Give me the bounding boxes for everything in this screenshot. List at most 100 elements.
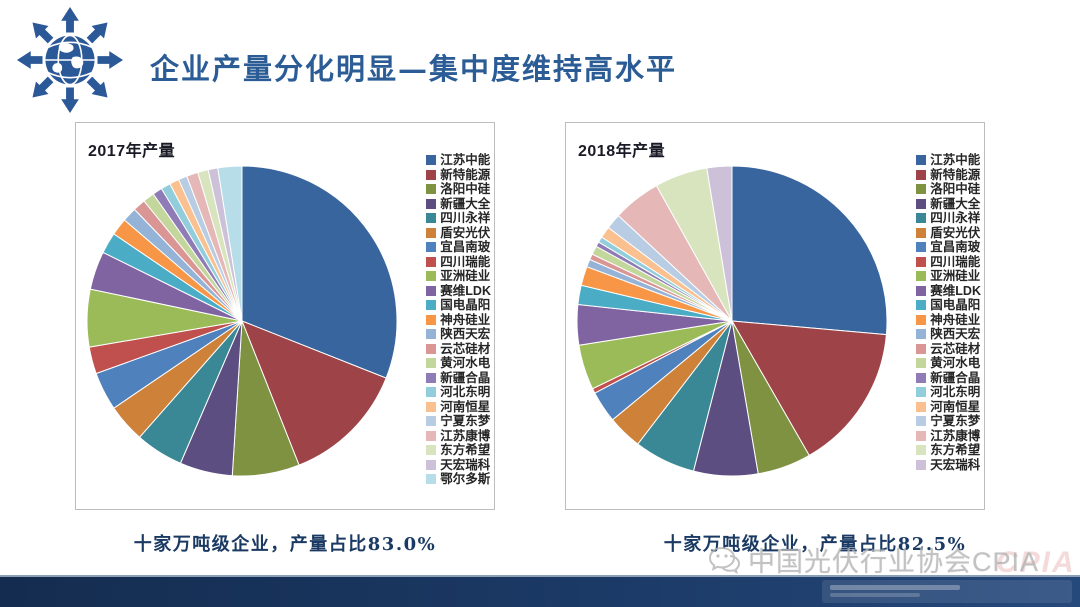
legend-item: 四川永祥 <box>426 211 491 226</box>
legend-label: 宜昌南玻 <box>440 240 491 254</box>
legend-swatch <box>426 314 437 325</box>
legend-item: 洛阳中硅 <box>426 182 491 197</box>
legend-swatch <box>426 401 437 412</box>
footer-watermark-logo <box>822 580 1072 603</box>
legend-swatch <box>916 445 927 456</box>
legend-swatch <box>916 343 927 354</box>
legend-swatch <box>916 372 927 383</box>
legend-swatch <box>916 271 927 282</box>
legend-item: 四川瑞能 <box>916 255 981 270</box>
legend-label: 新特能源 <box>930 167 981 182</box>
legend-item: 江苏康博 <box>426 429 491 444</box>
legend-swatch <box>426 285 437 296</box>
legend-label: 江苏康博 <box>930 428 981 443</box>
legend-label: 东方希望 <box>930 443 981 457</box>
legend-item: 河北东明 <box>426 385 491 400</box>
legend-swatch <box>916 430 927 441</box>
legend-label: 陕西天宏 <box>930 327 981 341</box>
legend-label: 宜昌南玻 <box>930 240 981 254</box>
footer-logo-line <box>830 593 920 597</box>
legend-swatch <box>426 169 437 180</box>
legend-item: 洛阳中硅 <box>916 182 981 197</box>
legend-label: 江苏康博 <box>440 428 491 443</box>
legend-item: 新疆大全 <box>426 197 491 212</box>
legend-swatch <box>426 329 437 340</box>
legend-label: 宁夏东梦 <box>930 414 981 428</box>
legend-swatch <box>916 329 927 340</box>
legend-label: 江苏中能 <box>930 153 981 167</box>
legend-swatch <box>426 300 437 311</box>
legend-swatch <box>426 242 437 253</box>
globe-arrows-logo <box>16 6 124 114</box>
legend-item: 新特能源 <box>426 168 491 183</box>
legend-label: 黄河水电 <box>440 356 491 370</box>
legend-label: 黄河水电 <box>930 356 981 370</box>
legend-label: 神舟硅业 <box>440 312 491 327</box>
legend-swatch <box>426 155 437 166</box>
legend-swatch <box>916 184 927 195</box>
legend-swatch <box>916 242 927 253</box>
legend-item: 国电晶阳 <box>916 298 981 313</box>
legend-swatch <box>916 155 927 166</box>
legend-label: 东方希望 <box>440 443 491 457</box>
legend-swatch <box>916 169 927 180</box>
wechat-icon <box>708 546 741 574</box>
page-title: 企业产量分化明显—集中度维持高水平 <box>150 52 678 86</box>
legend-item: 神舟硅业 <box>426 313 491 328</box>
legend-label: 新疆合晶 <box>930 370 981 385</box>
legend-swatch <box>916 401 927 412</box>
cpia-ghost-badge: CPIA <box>996 546 1076 579</box>
legend-label: 宁夏东梦 <box>440 414 491 428</box>
legend-swatch <box>426 474 437 485</box>
legend-item: 黄河水电 <box>916 356 981 371</box>
legend-swatch <box>426 459 437 470</box>
legend-item: 四川永祥 <box>916 211 981 226</box>
pie-chart-2018 <box>576 165 888 477</box>
legend-label: 洛阳中硅 <box>440 182 491 196</box>
pie-slice-江苏中能 <box>731 165 888 336</box>
legend-label: 河北东明 <box>930 385 981 399</box>
legend-swatch <box>916 300 927 311</box>
pie-slice-江苏中能 <box>241 165 398 379</box>
legend-item: 赛维LDK <box>426 284 491 299</box>
legend-label: 新特能源 <box>440 167 491 182</box>
legend-label: 新疆大全 <box>930 196 981 211</box>
legend-item: 陕西天宏 <box>426 327 491 342</box>
legend-item: 新疆合晶 <box>426 371 491 386</box>
caption-2018: 十家万吨级企业，产量占比82.5% <box>663 534 967 555</box>
legend-label: 亚洲硅业 <box>930 269 981 283</box>
legend-item: 河北东明 <box>916 385 981 400</box>
legend-2018: 江苏中能 新特能源 洛阳中硅 新疆大全 四川永祥 盾安光伏 宜昌南玻 四川瑞能 亚洲硅业 赛维LD… <box>916 153 981 472</box>
legend-item: 云芯硅材 <box>916 342 981 357</box>
legend-item: 河南恒星 <box>426 400 491 415</box>
legend-label: 鄂尔多斯 <box>440 472 491 486</box>
legend-item: 四川瑞能 <box>426 255 491 270</box>
legend-swatch <box>916 198 927 209</box>
legend-label: 国电晶阳 <box>440 298 491 312</box>
legend-label: 赛维LDK <box>930 283 981 298</box>
watermark-text: 中国光伏行业协会CPIA <box>748 547 1040 577</box>
legend-item: 云芯硅材 <box>426 342 491 357</box>
legend-label: 江苏中能 <box>440 153 491 167</box>
legend-label: 新疆合晶 <box>440 370 491 385</box>
legend-item: 陕西天宏 <box>916 327 981 342</box>
legend-label: 天宏瑞科 <box>440 457 491 472</box>
caption-2017: 十家万吨级企业，产量占比83.0% <box>133 534 437 555</box>
legend-item: 天宏瑞科 <box>426 458 491 473</box>
legend-label: 盾安光伏 <box>440 225 491 240</box>
legend-item: 神舟硅业 <box>916 313 981 328</box>
legend-item: 江苏中能 <box>426 153 491 168</box>
legend-swatch <box>426 184 437 195</box>
legend-label: 盾安光伏 <box>930 225 981 240</box>
legend-item: 盾安光伏 <box>426 226 491 241</box>
pie-slice-鄂尔多斯 <box>217 165 243 322</box>
legend-2017: 江苏中能 新特能源 洛阳中硅 新疆大全 四川永祥 盾安光伏 宜昌南玻 四川瑞能 亚洲硅业 赛维LD… <box>426 153 491 487</box>
legend-item: 亚洲硅业 <box>916 269 981 284</box>
legend-swatch <box>426 227 437 238</box>
watermark: 中国光伏行业协会CPIA <box>708 540 1039 579</box>
legend-item: 赛维LDK <box>916 284 981 299</box>
legend-item: 河南恒星 <box>916 400 981 415</box>
legend-item: 新疆大全 <box>916 197 981 212</box>
legend-swatch <box>916 285 927 296</box>
legend-swatch <box>916 416 927 427</box>
